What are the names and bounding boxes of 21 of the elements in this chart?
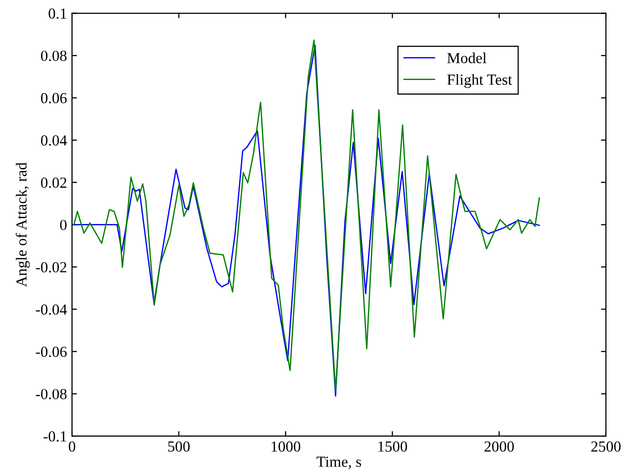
- y-tick-label: -0.1: [44, 431, 66, 442]
- x-tick-label: 1000: [272, 441, 300, 452]
- y-axis-title: Angle of Attack, rad: [16, 162, 30, 287]
- x-tick-label: 1500: [378, 441, 408, 452]
- x-tick-label: 0: [68, 441, 76, 452]
- y-tick-label: -0.06: [36, 346, 67, 358]
- x-axis-title: Time, s: [316, 456, 362, 470]
- x-tick-label: 2000: [484, 441, 514, 452]
- y-tick-label: -0.02: [36, 262, 66, 272]
- x-tick-label: 2500: [591, 441, 621, 452]
- y-tick-label: -0.04: [36, 304, 67, 315]
- y-tick-label: 0.06: [41, 92, 67, 104]
- legend-label: Flight Test: [447, 74, 512, 88]
- y-tick-label: 0.02: [41, 178, 66, 188]
- y-tick-label: 0.04: [41, 135, 67, 146]
- legend-label: Model: [447, 52, 486, 64]
- y-tick-label: 0.1: [48, 8, 66, 19]
- y-tick-label: 0: [60, 220, 67, 230]
- y-tick-label: -0.08: [36, 388, 67, 400]
- y-tick-label: 0.08: [41, 50, 67, 62]
- x-tick-label: 500: [168, 441, 190, 452]
